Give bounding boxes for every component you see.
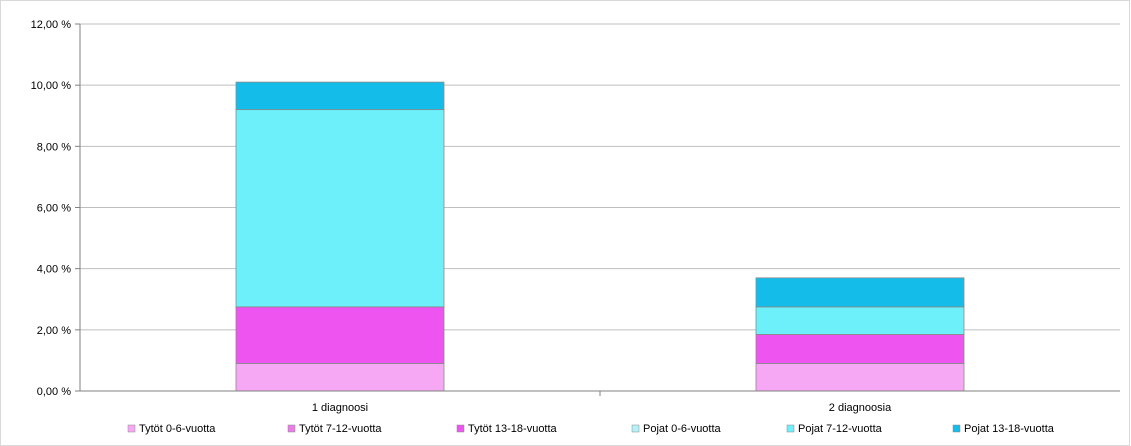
legend-swatch: [631, 424, 640, 433]
y-tick-label: 4,00 %: [37, 264, 71, 276]
y-tick-label: 2,00 %: [37, 325, 71, 337]
bar-segment: [235, 306, 445, 364]
x-tick-label: 2 diagnoosia: [829, 402, 892, 414]
bar-segment: [235, 363, 445, 392]
x-tick-label: 1 diagnoosi: [312, 402, 368, 414]
bars: [235, 81, 965, 392]
legend-swatch: [786, 424, 795, 433]
y-tick-label: 12,00 %: [31, 19, 72, 31]
legend-swatch: [287, 424, 296, 433]
legend-label: Pojat 13-18-vuotta: [964, 423, 1055, 435]
legend-swatch: [456, 424, 465, 433]
bar-segment: [235, 109, 445, 308]
x-axis-ticks: 1 diagnoosi 2 diagnoosia: [312, 391, 892, 414]
bar-segment: [755, 334, 965, 364]
legend-swatch: [127, 424, 136, 433]
legend-label: Tytöt 13-18-vuotta: [468, 423, 558, 435]
legend: Tytöt 0-6-vuotta Tytöt 7-12-vuotta Tytöt 1…: [127, 423, 1055, 435]
y-tick-label: 8,00 %: [37, 141, 71, 153]
bar-segment: [755, 306, 965, 335]
legend-label: Pojat 7-12-vuotta: [798, 423, 883, 435]
legend-label: Tytöt 0-6-vuotta: [139, 423, 216, 435]
y-tick-label: 10,00 %: [31, 80, 72, 92]
y-tick-label: 6,00 %: [37, 203, 71, 215]
y-tick-label: 0,00 %: [37, 386, 71, 398]
bar-segment: [755, 277, 965, 308]
bar-segment: [235, 81, 445, 111]
legend-swatch: [952, 424, 961, 433]
legend-label: Tytöt 7-12-vuotta: [299, 423, 382, 435]
legend-label: Pojat 0-6-vuotta: [643, 423, 722, 435]
bar-segment: [755, 363, 965, 392]
y-axis-ticks: 0,00 % 2,00 % 4,00 % 6,00 % 8,00 % 10,00 % 12,…: [31, 19, 80, 398]
